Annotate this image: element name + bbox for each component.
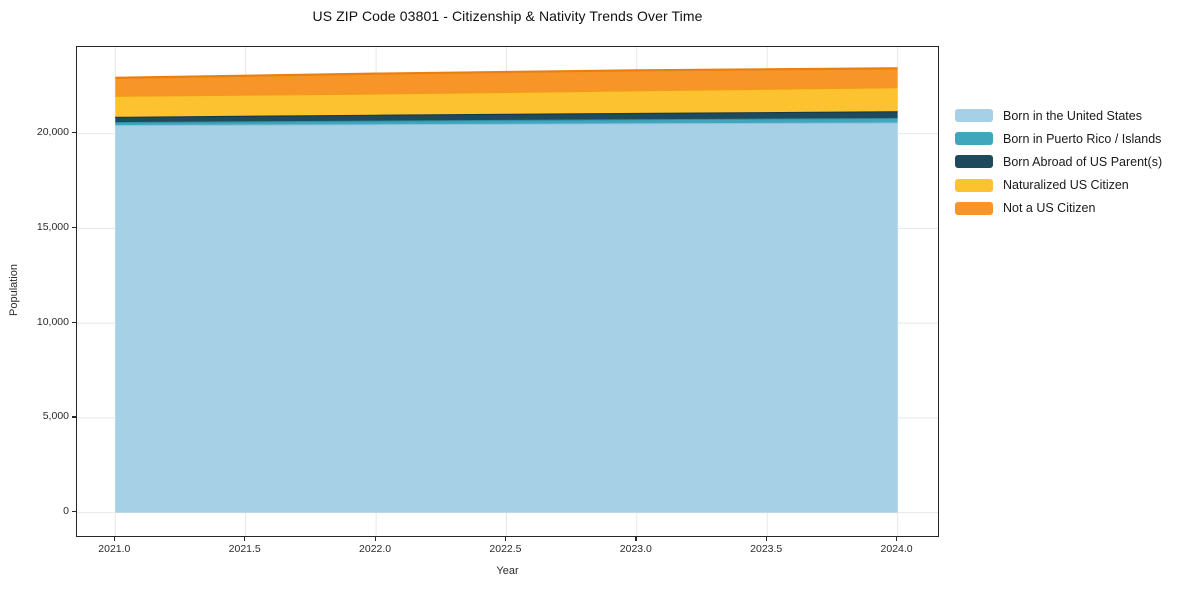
x-tick-label: 2022.0 (359, 543, 392, 555)
y-tick-label: 10,000 (36, 315, 69, 328)
x-tick-label: 2022.5 (489, 543, 522, 555)
y-tick-label: 15,000 (36, 220, 69, 233)
legend-swatch-naturalized (955, 178, 993, 192)
legend-item-born-abroad: Born Abroad of US Parent(s) (955, 150, 1162, 173)
y-tick-mark (72, 132, 76, 134)
y-tick-label: 5,000 (42, 410, 69, 423)
legend-label: Naturalized US Citizen (1003, 178, 1129, 193)
y-tick-mark (72, 416, 76, 418)
x-tick-label: 2023.5 (750, 543, 783, 555)
x-tick-mark (896, 537, 898, 541)
plot-area (76, 46, 939, 537)
y-tick-mark (72, 226, 76, 229)
legend-item-born-us: Born in the United States (955, 104, 1162, 127)
legend-label: Born in Puerto Rico / Islands (1003, 131, 1162, 146)
legend-label: Not a US Citizen (1003, 201, 1096, 216)
chart-title: US ZIP Code 03801 - Citizenship & Nativi… (312, 8, 703, 24)
x-tick-mark (374, 537, 376, 541)
legend: Born in the United States Born in Puerto… (955, 104, 1162, 220)
x-tick-mark (635, 537, 637, 541)
x-tick-mark (113, 537, 116, 541)
legend-label: Born Abroad of US Parent(s) (1003, 154, 1163, 169)
x-tick-mark (244, 537, 246, 541)
legend-item-puerto-rico: Born in Puerto Rico / Islands (955, 127, 1162, 150)
y-tick-mark (72, 511, 76, 513)
x-axis-label: Year (496, 565, 519, 577)
x-tick-label: 2021.0 (98, 543, 131, 555)
y-axis-label: Population (8, 264, 20, 316)
x-tick-label: 2023.0 (619, 543, 652, 555)
y-tick-mark (72, 321, 76, 323)
x-tick-mark (504, 537, 507, 541)
legend-item-naturalized: Naturalized US Citizen (955, 174, 1162, 197)
legend-swatch-not-citizen (955, 201, 993, 215)
x-tick-mark (765, 537, 767, 541)
legend-swatch-born-us (955, 109, 993, 123)
legend-item-not-citizen: Not a US Citizen (955, 197, 1162, 220)
legend-swatch-born-abroad (955, 155, 993, 169)
stacked-area-canvas (77, 47, 938, 536)
legend-label: Born in the United States (1003, 108, 1142, 123)
x-tick-label: 2024.0 (880, 543, 913, 555)
legend-swatch-puerto-rico (955, 132, 993, 146)
y-tick-label: 0 (63, 505, 69, 518)
x-tick-label: 2021.5 (228, 543, 261, 555)
y-tick-label: 20,000 (36, 126, 69, 139)
